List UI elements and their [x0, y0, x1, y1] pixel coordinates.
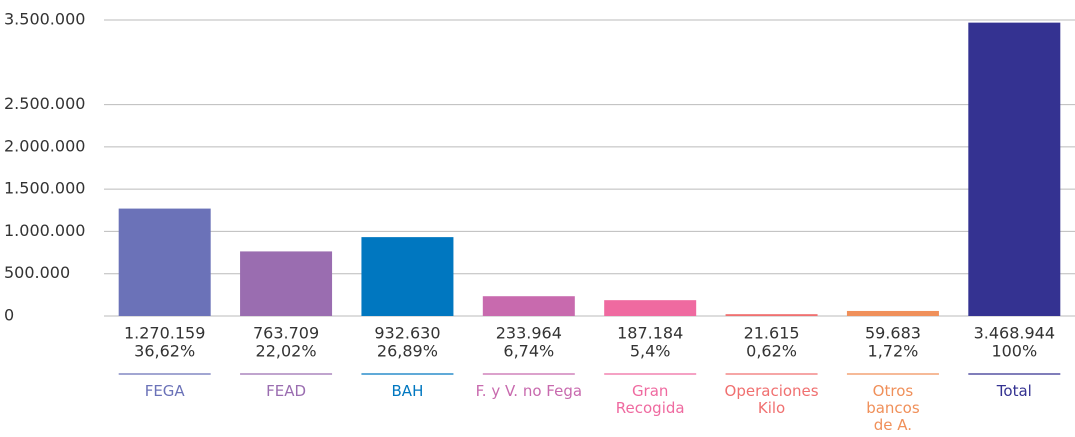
- value-label: 59.683: [865, 324, 921, 343]
- value-label: 21.615: [744, 324, 800, 343]
- x-tick-label: Total: [996, 382, 1032, 400]
- share-label: 26,89%: [377, 342, 438, 361]
- share-label: 22,02%: [256, 342, 317, 361]
- share-label: 5,4%: [630, 342, 671, 361]
- x-tick-label: FEAD: [266, 382, 307, 400]
- y-tick-label: 2.000.000: [4, 136, 85, 155]
- value-label: 187.184: [617, 324, 683, 343]
- bar: [240, 251, 333, 316]
- x-tick-label: BAH: [391, 382, 424, 400]
- bar: [846, 310, 939, 316]
- value-label: 932.630: [374, 324, 440, 343]
- share-label: 1,72%: [868, 342, 919, 361]
- y-tick-label: 500.000: [4, 263, 70, 282]
- bar: [968, 22, 1061, 316]
- y-tick-label: 1.500.000: [4, 179, 85, 198]
- x-tick-label: Gran Recogida: [615, 382, 685, 417]
- share-label: 0,62%: [746, 342, 797, 361]
- value-label: 233.964: [496, 324, 562, 343]
- bar: [604, 300, 697, 316]
- x-tick-label: F. y V. no Fega: [475, 382, 583, 400]
- y-tick-label: 0: [4, 306, 14, 325]
- bar: [118, 208, 211, 316]
- x-tick-label: FEGA: [144, 382, 185, 400]
- bar: [361, 237, 454, 316]
- value-label: 1.270.159: [124, 324, 205, 343]
- share-label: 6,74%: [503, 342, 554, 361]
- y-tick-label: 2.500.000: [4, 94, 85, 113]
- x-tick-label: Otros bancos de A.: [866, 382, 920, 434]
- value-label: 763.709: [253, 324, 319, 343]
- share-label: 100%: [991, 342, 1037, 361]
- value-label: 3.468.944: [974, 324, 1055, 343]
- y-tick-label: 1.000.000: [4, 221, 85, 240]
- bar: [725, 314, 818, 316]
- y-tick-label: 3.500.000: [4, 10, 85, 29]
- share-label: 36,62%: [134, 342, 195, 361]
- x-tick-label: Operaciones Kilo: [724, 382, 819, 417]
- bar: [482, 296, 575, 316]
